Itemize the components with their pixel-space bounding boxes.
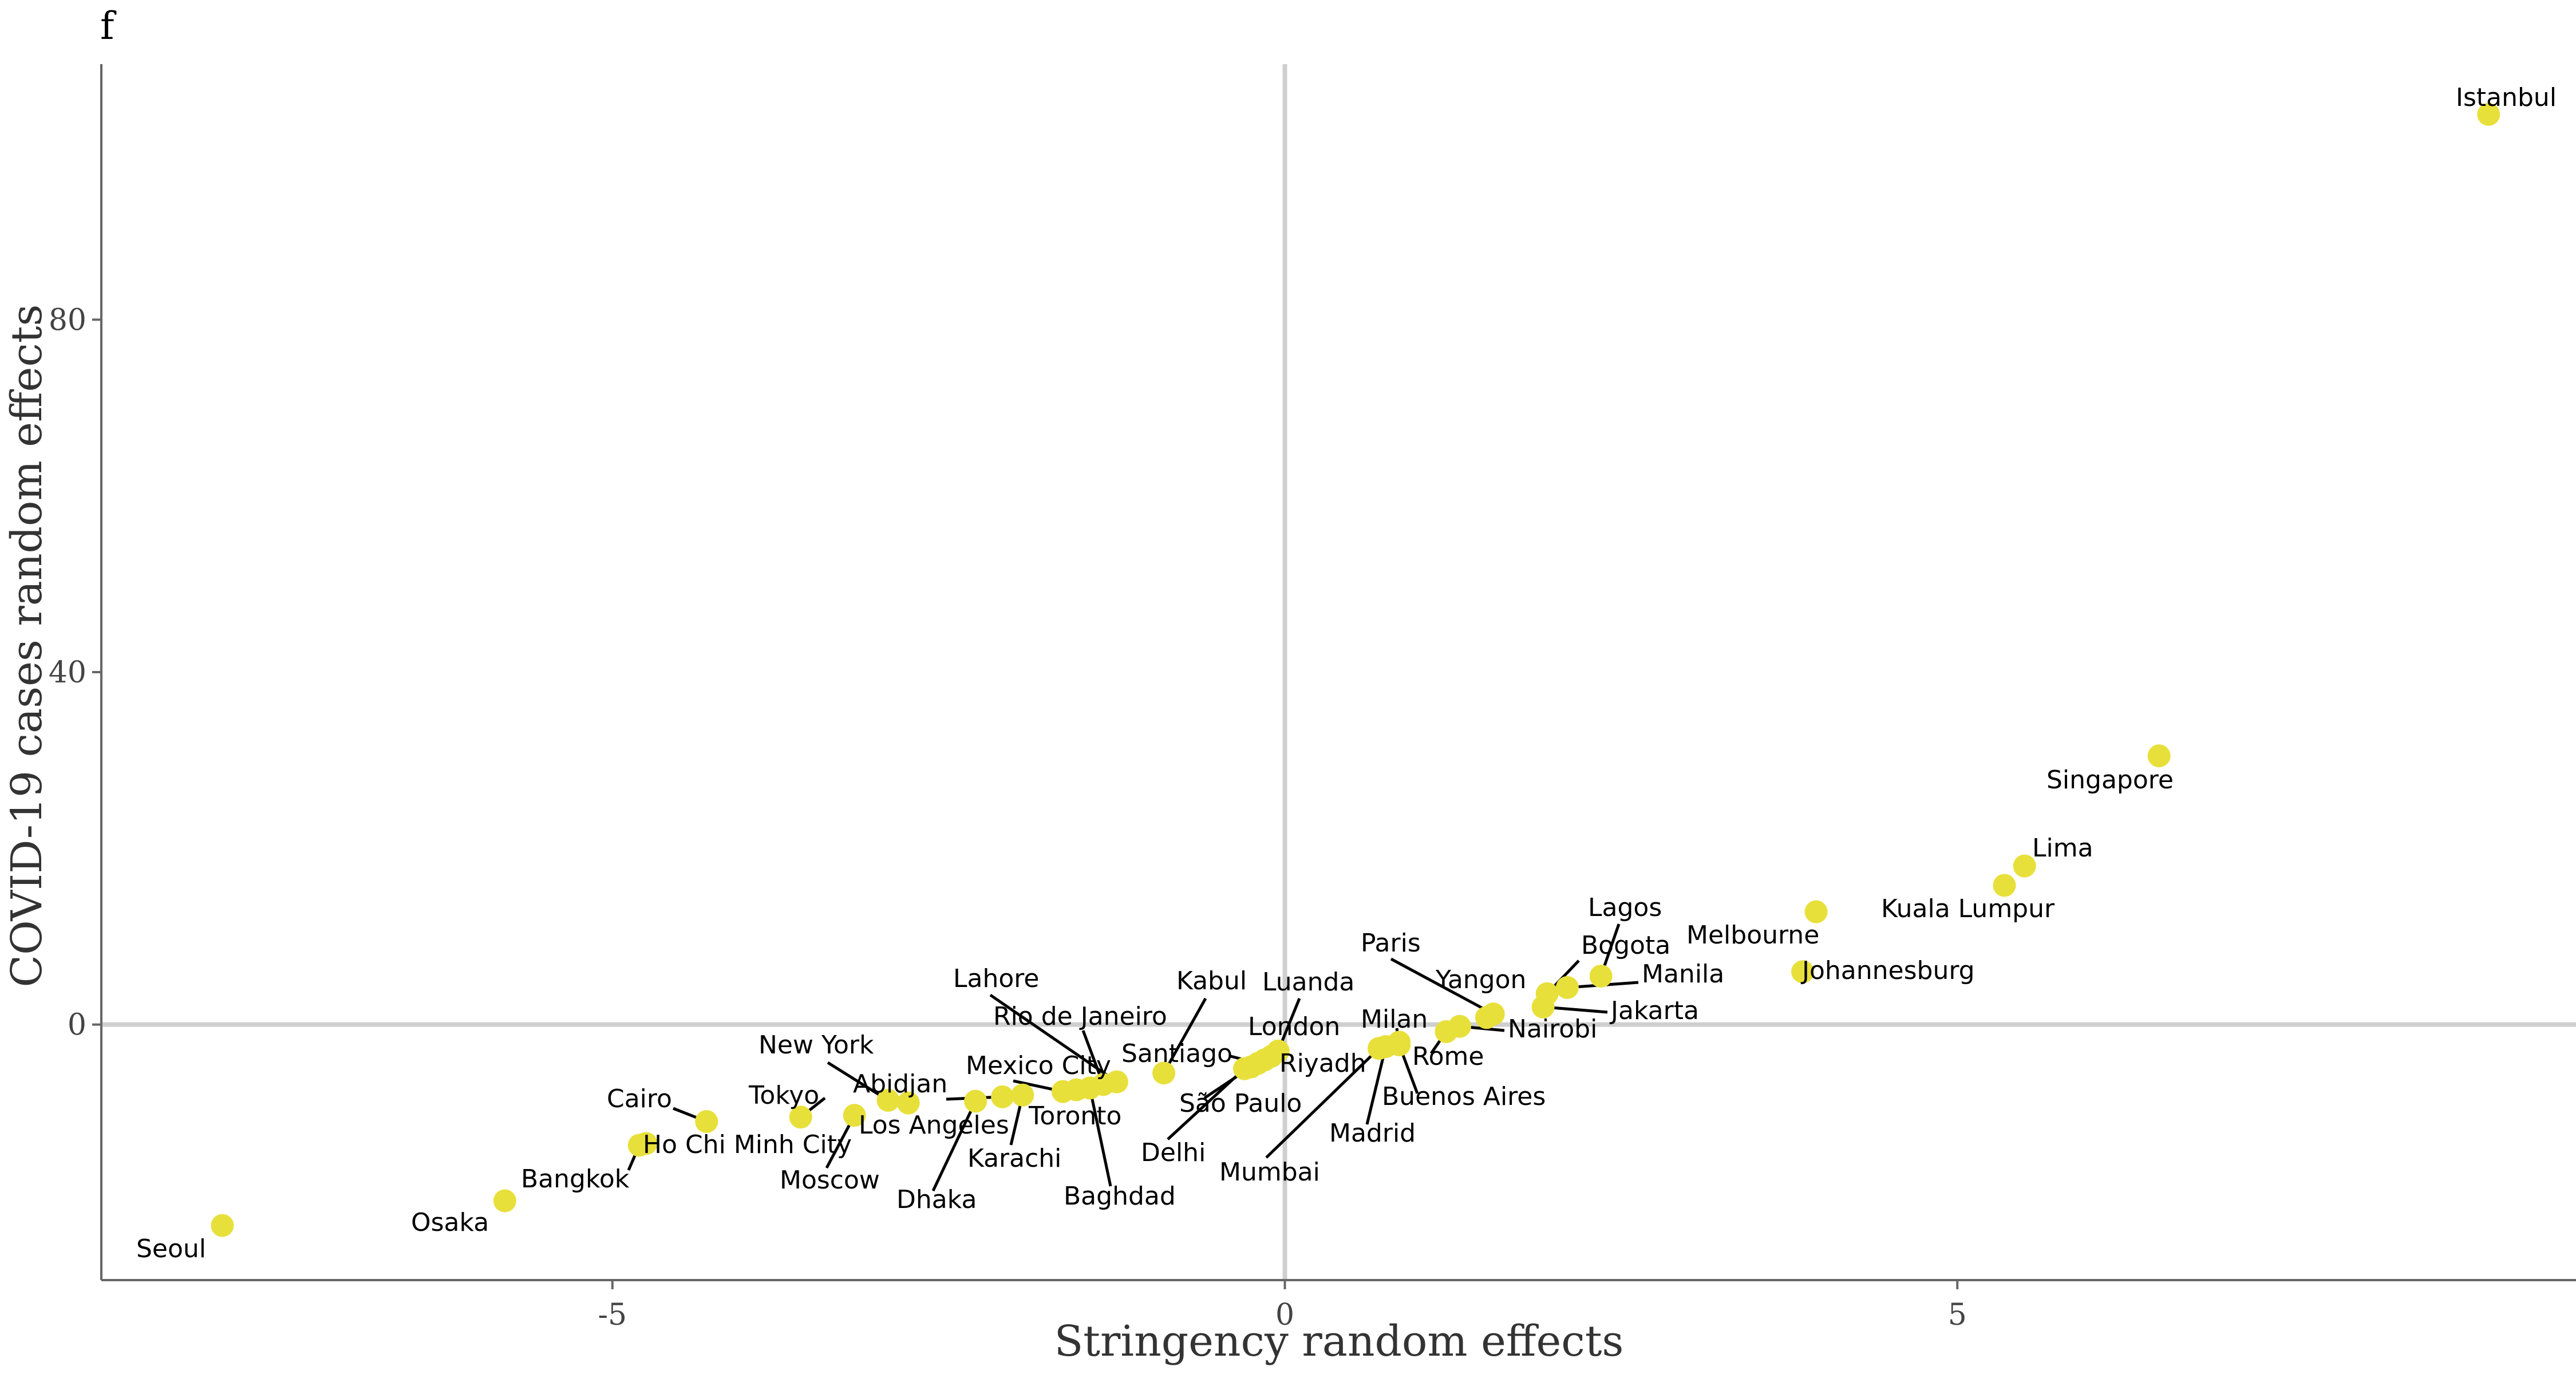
label-seoul: Seoul: [136, 1234, 206, 1264]
point-rome: [1435, 1020, 1458, 1043]
point-moscow: [843, 1104, 866, 1127]
label-kuala-lumpur: Kuala Lumpur: [1881, 894, 2055, 923]
point-jakarta: [1531, 995, 1555, 1018]
point-cairo: [695, 1110, 718, 1133]
point-lima: [2013, 854, 2036, 878]
point-labels: Istanbul Singapore Lima Kuala Lumpur Melbour…: [136, 83, 2557, 1264]
point-karachi: [1011, 1083, 1034, 1107]
point-lagos: [1589, 965, 1613, 988]
label-singapore: Singapore: [2046, 765, 2174, 795]
y-tick-label: 0: [68, 1008, 86, 1043]
point-abidjan: [991, 1085, 1014, 1108]
label-rio-de-janeiro: Rio de Janeiro: [993, 1002, 1167, 1031]
x-tick-label: 5: [1948, 1298, 1967, 1332]
label-melbourne: Melbourne: [1686, 921, 1819, 950]
label-manila: Manila: [1642, 960, 1724, 989]
label-buenos-aires: Buenos Aires: [1382, 1082, 1546, 1111]
point-osaka: [493, 1189, 516, 1213]
point-tokyo: [789, 1105, 812, 1129]
leader-dhaka: [931, 1100, 977, 1192]
leader-baghdad: [1088, 1087, 1112, 1187]
label-luanda: Luanda: [1262, 968, 1354, 997]
point-melbourne: [1804, 900, 1828, 923]
label-osaka: Osaka: [411, 1208, 489, 1237]
x-axis-ticks: -5 0 5: [598, 1280, 1967, 1332]
label-dhaka: Dhaka: [896, 1185, 977, 1214]
label-karachi: Karachi: [967, 1144, 1061, 1173]
leader-kabul: [1162, 997, 1207, 1074]
point-dhaka: [964, 1089, 987, 1113]
data-points: [211, 102, 2500, 1237]
label-lima: Lima: [2032, 834, 2093, 863]
point-manila: [1555, 976, 1579, 1000]
point-mexico-city: [1051, 1080, 1074, 1103]
point-seoul: [211, 1214, 234, 1237]
label-london: London: [1248, 1012, 1340, 1041]
y-tick-label: 40: [49, 656, 86, 690]
x-tick-label: 0: [1275, 1298, 1294, 1332]
leader-mumbai: [1265, 1047, 1380, 1159]
x-tick-label: -5: [598, 1298, 627, 1332]
label-abidjan: Abidjan: [853, 1069, 947, 1099]
label-tokyo: Tokyo: [748, 1081, 819, 1110]
label-new-york: New York: [758, 1030, 874, 1060]
leader-paris: [1390, 957, 1494, 1016]
label-s-o-paulo: São Paulo: [1179, 1089, 1302, 1118]
label-riyadh: Riyadh: [1279, 1049, 1366, 1078]
point-singapore: [2147, 744, 2171, 768]
label-bangkok: Bangkok: [521, 1164, 630, 1194]
point-istanbul: [2477, 102, 2500, 126]
label-baghdad: Baghdad: [1064, 1182, 1176, 1211]
point-bangkok: [627, 1134, 651, 1157]
label-mexico-city: Mexico City: [966, 1051, 1111, 1080]
point-yangon: [1475, 1006, 1498, 1029]
point-kuala-lumpur: [1993, 874, 2016, 897]
x-axis-title: Stringency random effects: [1054, 1317, 1624, 1366]
leader-new-york: [827, 1061, 889, 1102]
label-bogota: Bogota: [1581, 931, 1670, 960]
leader-delhi: [1167, 1067, 1246, 1140]
label-nairobi: Nairobi: [1508, 1014, 1597, 1044]
label-lahore: Lahore: [953, 964, 1039, 993]
label-mumbai: Mumbai: [1219, 1158, 1320, 1187]
point-delhi: [1233, 1057, 1257, 1080]
y-axis-ticks: 0 40 80: [49, 303, 101, 1043]
label-jakarta: Jakarta: [1609, 996, 1699, 1025]
panel-tag: f: [100, 4, 117, 48]
point-los-angeles: [896, 1091, 920, 1115]
y-tick-label: 80: [49, 303, 86, 337]
label-johannesburg: Johannesburg: [1800, 956, 1975, 985]
point-new-york: [876, 1089, 900, 1112]
label-milan: Milan: [1361, 1005, 1428, 1034]
label-istanbul: Istanbul: [2456, 83, 2557, 112]
point-mumbai: [1367, 1037, 1390, 1060]
label-cairo: Cairo: [607, 1084, 672, 1114]
label-delhi: Delhi: [1141, 1138, 1206, 1167]
label-madrid: Madrid: [1329, 1119, 1416, 1148]
label-santiago: Santiago: [1121, 1039, 1232, 1068]
y-axis-title: COVID-19 cases random effects: [2, 305, 52, 988]
label-yangon: Yangon: [1435, 965, 1526, 994]
label-paris: Paris: [1361, 929, 1421, 958]
label-kabul: Kabul: [1176, 966, 1247, 996]
plot-area: -5 0 5 0 40 80 Istanbul Singapore Lima Kuala Lu…: [49, 64, 2576, 1332]
label-ho-chi-minh-city: Ho Chi Minh City: [643, 1130, 852, 1159]
point-kabul: [1152, 1061, 1176, 1085]
label-lagos: Lagos: [1588, 893, 1662, 922]
label-rome: Rome: [1412, 1042, 1484, 1071]
label-los-angeles: Los Angeles: [859, 1111, 1009, 1140]
label-toronto: Toronto: [1028, 1101, 1121, 1131]
point-johannesburg: [1791, 960, 1815, 984]
leader-madrid: [1365, 1046, 1388, 1125]
label-moscow: Moscow: [780, 1166, 880, 1195]
